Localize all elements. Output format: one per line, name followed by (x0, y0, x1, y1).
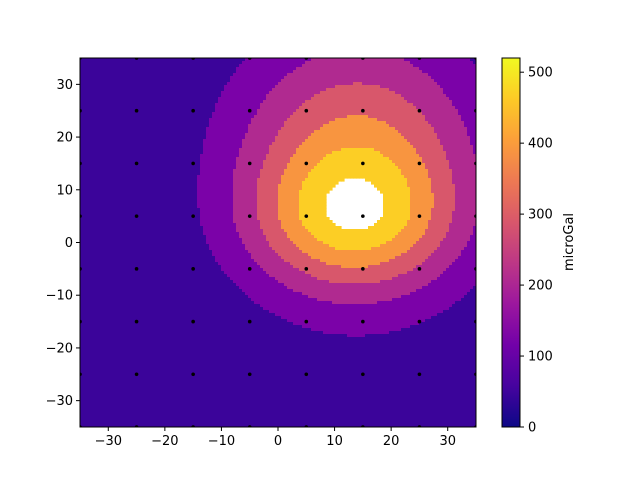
contour-fills (80, 58, 477, 428)
